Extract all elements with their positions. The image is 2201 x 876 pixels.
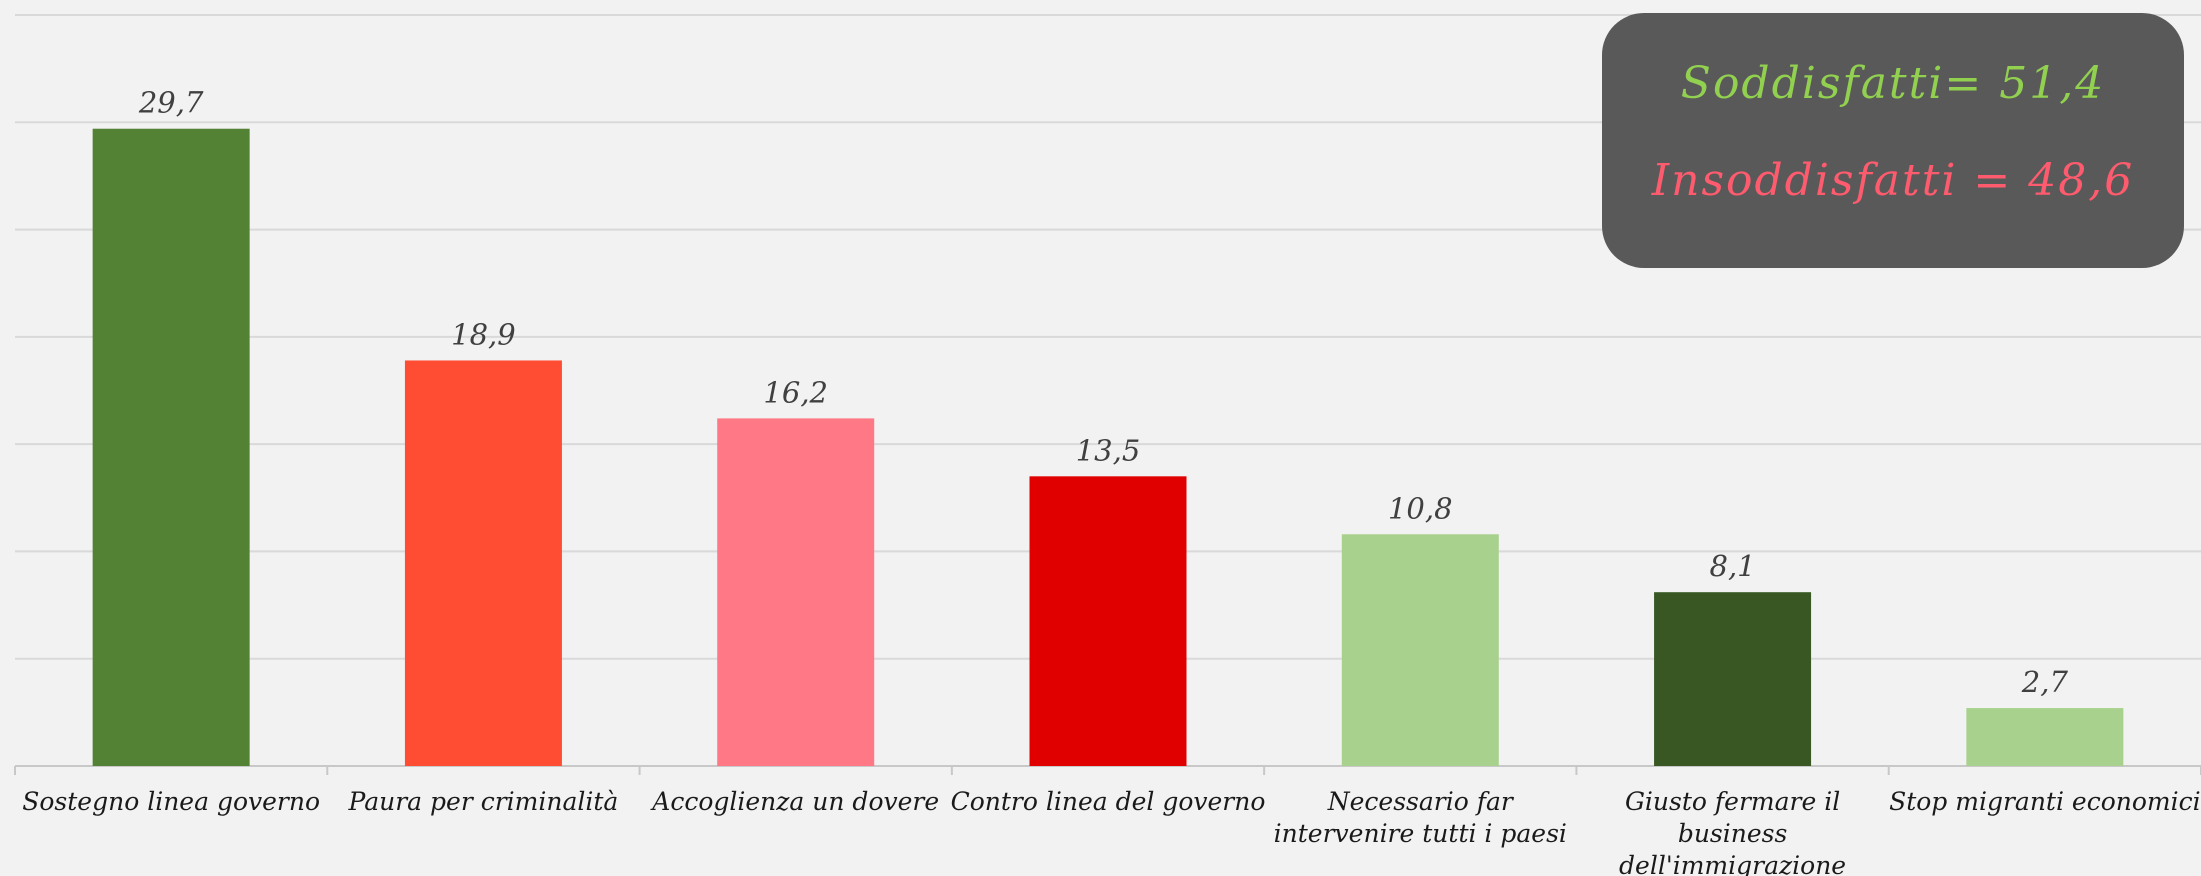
bar <box>717 418 875 766</box>
category-label: Necessario far intervenire tutti i paesi <box>1274 787 1567 848</box>
category-label: Accoglienza un dovere <box>650 787 939 816</box>
data-label: 13,5 <box>1076 433 1141 467</box>
bar <box>1341 534 1499 766</box>
category-label-line: business <box>1678 819 1788 848</box>
category-label: Giusto fermare il business dell'immigrazio… <box>1619 787 1846 876</box>
summary-box: Soddisfatti= 51,4 Insoddisfatti = 48,6 <box>1602 13 2184 268</box>
data-label: 8,1 <box>1710 549 1756 583</box>
data-label: 16,2 <box>763 375 828 409</box>
summary-soddisfatti: Soddisfatti= 51,4 <box>1680 58 2106 109</box>
category-label: Sostegno linea governo <box>22 787 320 816</box>
category-label: Stop migranti economici <box>1889 787 2201 816</box>
category-label-line: Stop migranti economici <box>1889 787 2201 816</box>
bar <box>1029 476 1187 766</box>
category-label-line: Giusto fermare il <box>1625 787 1840 816</box>
bar <box>1654 592 1812 766</box>
bar <box>1966 708 2124 766</box>
category-label-line: intervenire tutti i paesi <box>1274 819 1567 848</box>
category-label-line: Contro linea del governo <box>951 787 1266 816</box>
data-label: 29,7 <box>138 86 204 120</box>
data-label: 18,9 <box>451 317 516 351</box>
bar <box>92 128 250 767</box>
bar <box>404 360 562 766</box>
category-label-line: dell'immigrazione <box>1619 851 1846 876</box>
category-label-line: Accoglienza un dovere <box>650 787 939 816</box>
category-label-line: Sostegno linea governo <box>22 787 320 816</box>
category-label: Paura per criminalità <box>348 787 619 816</box>
category-label-line: Necessario far <box>1327 787 1515 816</box>
data-label: 2,7 <box>2021 665 2069 699</box>
summary-insoddisfatti: Insoddisfatti = 48,6 <box>1651 155 2135 206</box>
data-label: 10,8 <box>1388 491 1453 525</box>
category-label: Contro linea del governo <box>951 787 1266 816</box>
category-label-line: Paura per criminalità <box>348 787 619 816</box>
